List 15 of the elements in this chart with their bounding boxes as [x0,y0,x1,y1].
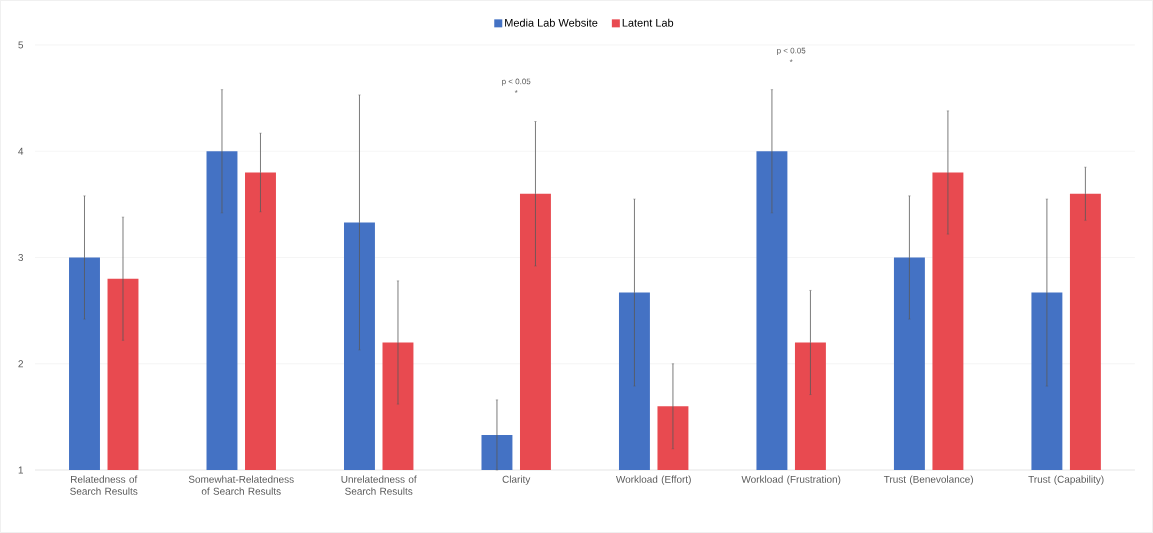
y-tick-label: 3 [18,253,24,262]
legend-label: Media Lab Website [505,18,598,27]
y-tick-label: 5 [18,41,24,49]
x-tick-label: Trust (Capability) [1028,475,1104,485]
y-tick-label: 2 [18,360,23,368]
x-tick-label: Trust (Benevolance) [883,475,973,485]
y-tick-label: 4 [18,147,24,155]
x-tick-label: Workload (Frustration) [741,475,841,485]
x-tick-label: Clarity [502,475,531,485]
x-tick-label: Workload (Effort) [615,475,691,485]
x-tick-label: Somewhat-Relatedness of Search Results [188,475,294,495]
x-tick-label: Unrelatedness of Search Results [341,475,417,495]
x-tick-label: Relatedness of Search Results [70,475,138,495]
legend-label: Latent Lab [622,18,674,27]
y-tick-label: 1 [18,466,23,474]
